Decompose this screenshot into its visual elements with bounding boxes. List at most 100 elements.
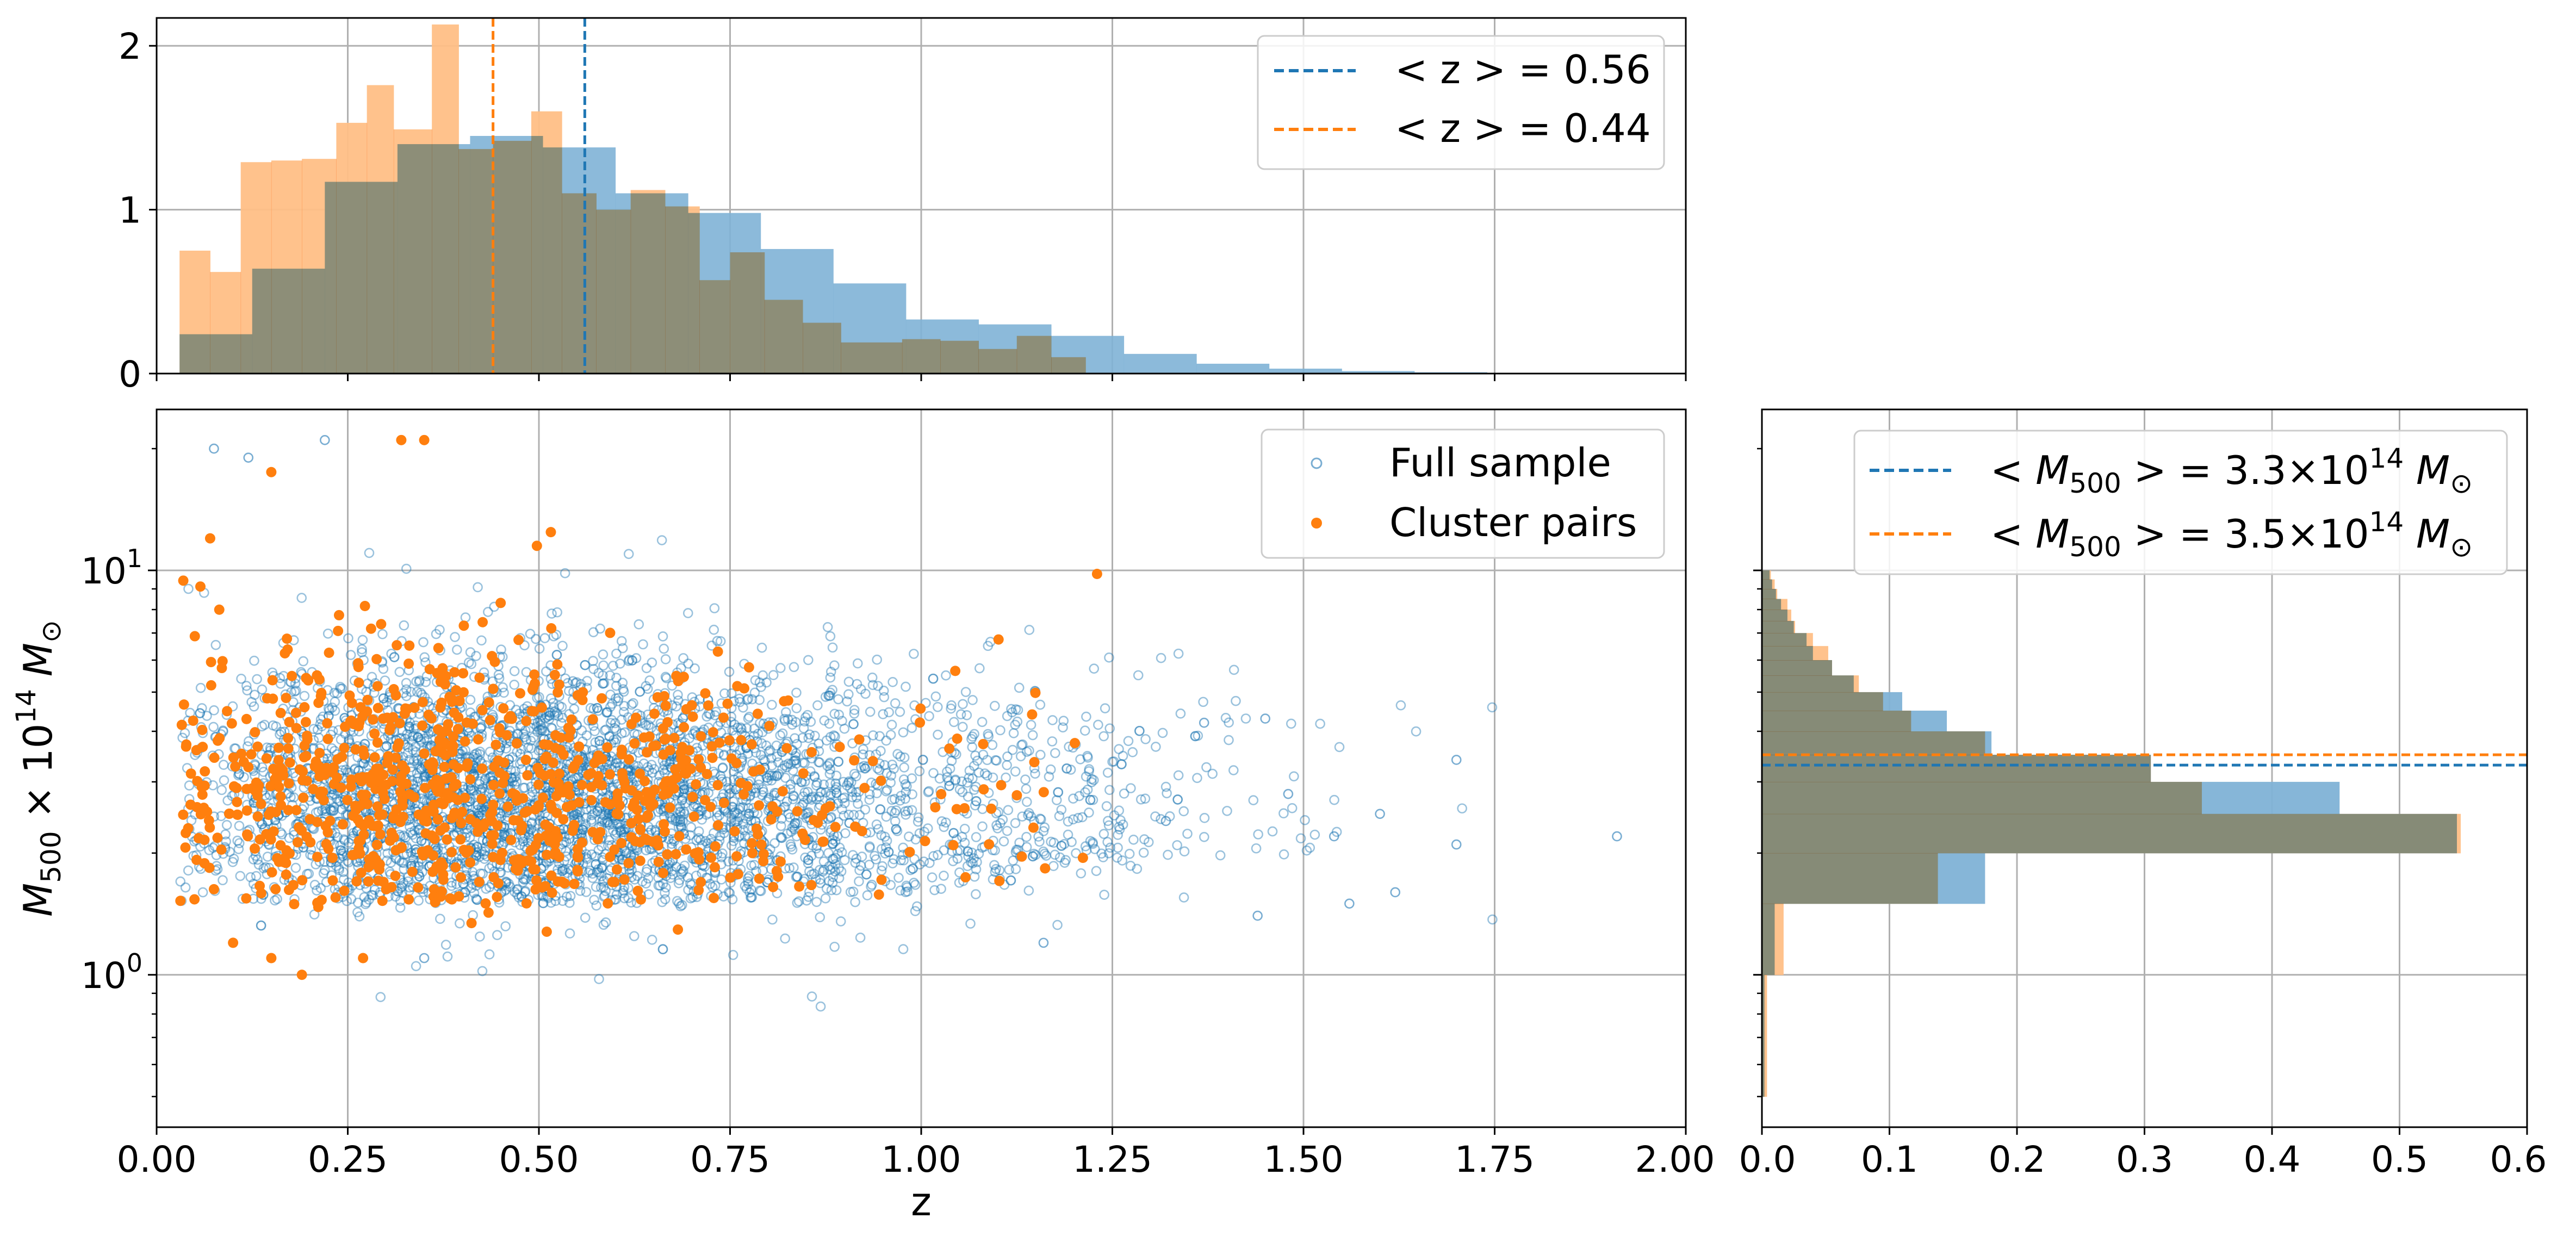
cluster-pairs-point [696, 762, 706, 773]
cluster-pairs-point [492, 892, 502, 903]
cluster-pairs-point [189, 631, 200, 642]
full-sample-point [1068, 793, 1078, 804]
cluster-pairs-point [325, 816, 336, 826]
full-sample-point [463, 657, 474, 668]
full-sample-point [793, 896, 804, 906]
cluster-pairs-point [726, 753, 737, 764]
cluster-pairs-point [724, 735, 735, 746]
full-sample-point [1220, 713, 1231, 723]
full-sample-point [827, 838, 838, 849]
cluster-pairs-point [630, 712, 641, 723]
cluster-pairs-point [228, 781, 239, 792]
full-sample-point [455, 753, 465, 763]
full-sample-point [701, 810, 712, 820]
full-sample-point [988, 772, 998, 783]
full-sample-point [242, 741, 253, 751]
cluster-pairs-point [197, 724, 208, 735]
full-sample-point [408, 854, 419, 865]
full-sample-point [797, 732, 808, 743]
full-sample-point [835, 916, 846, 927]
full-sample-point [465, 707, 476, 718]
cluster-pairs-z-bar [562, 193, 597, 374]
full-sample-point [812, 778, 822, 788]
full-sample-point [610, 762, 620, 773]
full-sample-point [815, 874, 825, 885]
cluster-pairs-point [266, 867, 277, 878]
full-sample-point [584, 867, 594, 878]
full-sample-point [791, 759, 802, 769]
full-sample-point [734, 812, 744, 823]
cluster-pairs-point [1011, 790, 1022, 801]
full-sample-point [561, 846, 571, 856]
full-sample-point [836, 866, 847, 877]
full-sample-point [955, 709, 966, 720]
full-sample-point [416, 764, 427, 774]
full-sample-point [649, 764, 660, 774]
full-sample-point [694, 694, 705, 705]
full-sample-point [843, 810, 854, 820]
cluster-pairs-point [461, 847, 472, 858]
full-sample-point [882, 835, 892, 846]
full-sample-point [674, 806, 685, 817]
cluster-pairs-point [605, 769, 616, 780]
full-sample-point [1020, 774, 1031, 785]
cluster-pairs-point [779, 696, 790, 707]
cluster-pairs-point [543, 739, 554, 750]
cluster-pairs-point [196, 781, 207, 792]
full-sample-point [1053, 787, 1064, 798]
cluster-pairs-z-bar [271, 160, 302, 374]
cluster-pairs-point [477, 617, 488, 627]
full-sample-point [851, 792, 862, 803]
cluster-pairs-point [327, 875, 338, 886]
full-sample-point [401, 684, 412, 695]
full-sample-point [1033, 831, 1044, 842]
full-sample-point [484, 863, 495, 874]
full-sample-point [879, 760, 890, 770]
cluster-pairs-z-bar [302, 159, 337, 374]
full-sample-point [597, 862, 607, 873]
full-sample-point [828, 854, 838, 864]
full-sample-point [761, 772, 772, 783]
cluster-pairs-point [466, 918, 477, 929]
full-sample-point [743, 803, 754, 813]
full-sample-point [922, 823, 933, 834]
full-sample-point [882, 785, 892, 795]
full-sample-point [480, 773, 491, 784]
full-sample-point [675, 817, 686, 828]
full-sample-point [1080, 787, 1090, 798]
full-sample-point [578, 859, 588, 869]
full-sample-point [550, 706, 560, 717]
full-sample-point [543, 707, 554, 718]
full-sample-point [675, 801, 685, 812]
full-sample-point [377, 629, 388, 639]
full-sample-point [951, 749, 961, 760]
full-sample-point [989, 860, 1000, 871]
cluster-pairs-point [450, 862, 461, 873]
full-sample-point [792, 774, 803, 785]
full-sample-point [420, 772, 431, 782]
full-sample-point [657, 944, 668, 955]
cluster-pairs-point [731, 851, 742, 862]
full-sample-point [1038, 826, 1049, 836]
full-sample-point [498, 682, 508, 693]
cluster-pairs-point [915, 703, 926, 714]
full-sample-point [218, 875, 228, 886]
cluster-pairs-point [373, 875, 384, 886]
full-sample-point [780, 716, 790, 726]
cluster-pairs-point [771, 866, 782, 877]
full-sample-point [820, 692, 831, 702]
full-sample-point [485, 747, 495, 757]
full-sample-point [833, 849, 843, 859]
full-sample-point [762, 773, 773, 783]
full-sample-point [593, 668, 604, 679]
full-sample-point [1124, 849, 1135, 859]
full-sample-point [907, 773, 917, 784]
full-sample-point [769, 790, 779, 800]
full-sample-point [1224, 735, 1234, 745]
full-sample-point [727, 894, 738, 905]
full-sample-point [599, 810, 609, 821]
full-sample-z-bar [1196, 363, 1270, 374]
full-sample-point [811, 780, 822, 791]
full-sample-point [971, 796, 982, 806]
full-sample-point [733, 816, 743, 826]
